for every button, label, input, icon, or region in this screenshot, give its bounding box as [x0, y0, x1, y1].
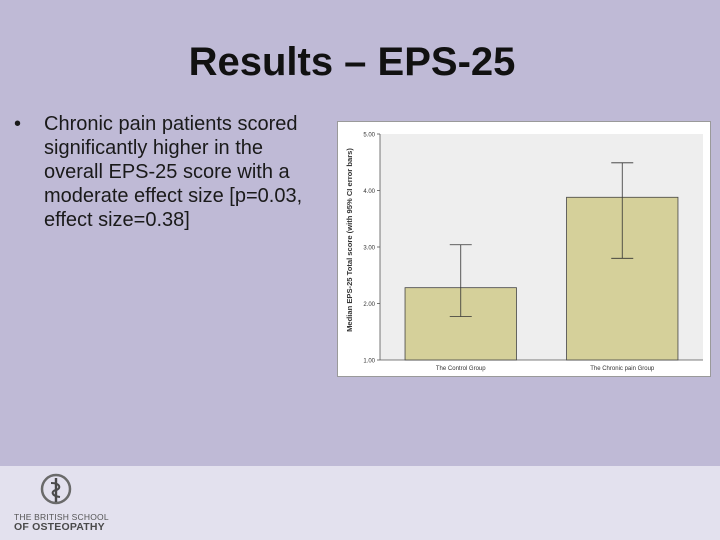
- bullet-list: • Chronic pain patients scored significa…: [14, 112, 324, 232]
- chart-svg: 1.002.003.004.005.00 The Control Group Th…: [345, 133, 703, 372]
- x-tick-labels: The Control Group The Chronic pain Group: [436, 366, 655, 372]
- logo-line-1: THE BRITISH SCHOOL: [14, 512, 109, 522]
- logo-text: THE BRITISH SCHOOL OF OSTEOPATHY: [14, 512, 144, 532]
- bullet-item: • Chronic pain patients scored significa…: [14, 112, 324, 232]
- y-axis-label: Median EPS-25 Total score (with 95% CI e…: [345, 148, 354, 332]
- y-tick-label: 5.00: [363, 133, 375, 139]
- x-tick-label: The Control Group: [436, 366, 486, 372]
- error-bars: [449, 162, 634, 317]
- y-ticks: 1.00 2.00 3.00 4.00 5.00: [363, 133, 380, 365]
- y-tick-label: 3.00: [363, 246, 375, 252]
- y-tick-label: 2.00: [363, 302, 375, 308]
- school-logo: [40, 473, 72, 505]
- y-tick-label: 1.00: [363, 359, 375, 365]
- y-tick-label: 4.00: [363, 189, 375, 195]
- x-tick-label: The Chronic pain Group: [590, 366, 655, 372]
- slide-title: Results – EPS-25: [188, 40, 516, 84]
- logo-line-2: OF OSTEOPATHY: [14, 521, 105, 533]
- bullet-marker: •: [14, 113, 22, 135]
- footer-band: [0, 466, 720, 540]
- serpent-emblem-icon: [40, 473, 72, 505]
- bar-chart: 1.00 2.00 3.00 4.00 5.00 The Control Group Th…: [337, 121, 711, 377]
- bullet-text: Chronic pain patients scored significant…: [44, 113, 303, 231]
